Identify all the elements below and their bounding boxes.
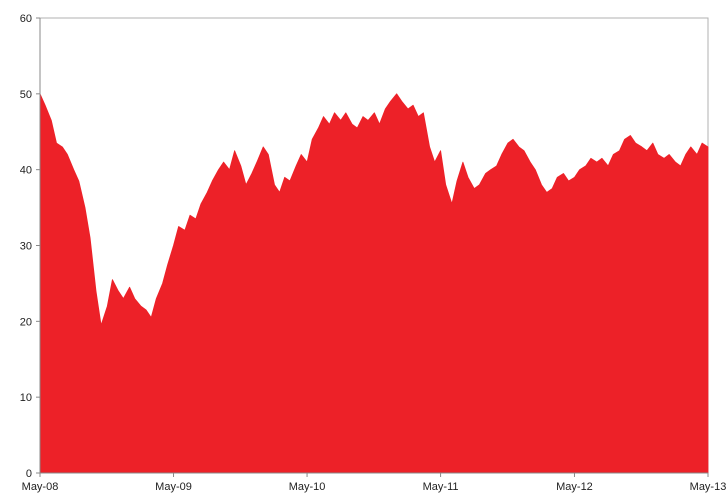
x-tick-label: May-10 bbox=[289, 481, 326, 493]
y-axis-ticks: 0 10 20 30 40 50 60 bbox=[20, 13, 40, 480]
y-tick-label: 40 bbox=[20, 165, 32, 177]
price-area bbox=[39, 93, 709, 474]
x-tick-label: May-09 bbox=[155, 481, 192, 493]
area-layer bbox=[39, 93, 709, 474]
y-tick-label: 20 bbox=[20, 316, 32, 328]
x-tick-label: May-13 bbox=[690, 481, 726, 493]
y-tick-label: 30 bbox=[20, 241, 32, 253]
x-tick-label: May-11 bbox=[423, 481, 459, 493]
x-tick-label: May-08 bbox=[22, 481, 59, 493]
x-tick-label: May-12 bbox=[556, 481, 593, 493]
y-tick-label: 50 bbox=[20, 89, 32, 101]
y-tick-label: 10 bbox=[20, 392, 32, 404]
y-tick-label: 60 bbox=[20, 13, 32, 25]
x-axis-ticks: May-08 May-09 May-10 May-11 May-12 May-13 bbox=[22, 473, 726, 493]
y-tick-label: 0 bbox=[26, 468, 32, 480]
